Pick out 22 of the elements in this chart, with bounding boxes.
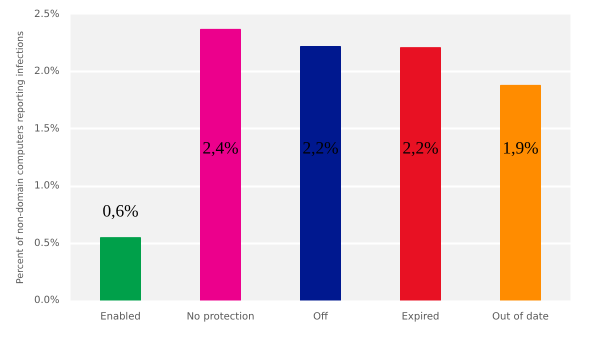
y-tick-label: 1.0% <box>34 180 60 192</box>
data-label: 0,6% <box>102 201 139 220</box>
y-axis-title: Percent of non-domain computers reporting infections <box>15 30 26 284</box>
bar <box>500 84 541 300</box>
x-tick-label: Expired <box>402 312 440 322</box>
bar <box>300 46 341 300</box>
x-tick-label: Out of date <box>492 312 549 322</box>
bar <box>200 28 241 300</box>
y-tick-label: 1.5% <box>34 123 60 134</box>
y-tick-label: 2.5% <box>34 9 60 20</box>
x-tick-label: Enabled <box>100 312 141 322</box>
x-tick-label: Off <box>313 312 329 322</box>
bar <box>400 47 441 300</box>
bar <box>100 237 141 300</box>
data-label: 2,4% <box>202 138 239 158</box>
x-tick-label: No protection <box>186 312 254 322</box>
data-label: 1,9% <box>502 138 539 158</box>
y-tick-label: 2.0% <box>34 66 60 78</box>
data-label: 2,2% <box>302 138 339 158</box>
y-tick-label: 0.0% <box>34 295 60 306</box>
y-tick-label: 0.5% <box>34 238 60 249</box>
data-label: 2,2% <box>402 138 439 158</box>
